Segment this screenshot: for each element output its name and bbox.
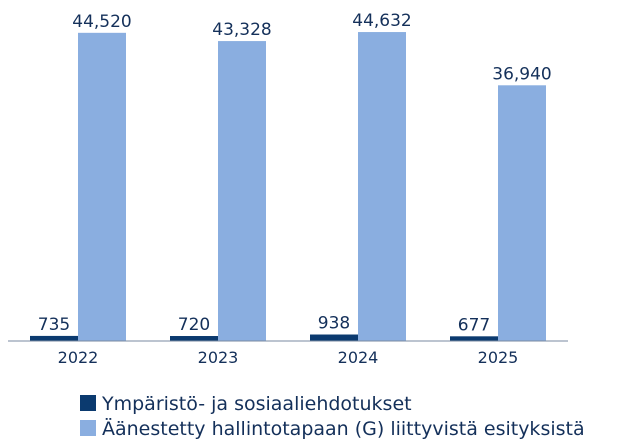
value-label: 43,328 — [212, 20, 271, 40]
x-tick-label: 2025 — [478, 348, 519, 367]
x-tick-label: 2023 — [198, 348, 239, 367]
legend-label: Ympäristö- ja sosiaaliehdotukset — [101, 393, 412, 415]
value-label: 36,940 — [492, 64, 551, 84]
value-label: 677 — [458, 315, 490, 335]
legend-label: Äänestetty hallintotapaan (G) liittyvist… — [102, 417, 585, 440]
bar — [450, 336, 498, 341]
bar — [218, 41, 266, 342]
bar — [310, 334, 358, 341]
bar — [170, 336, 218, 341]
value-label: 938 — [318, 314, 350, 334]
x-tick-label: 2022 — [58, 348, 99, 367]
bar — [78, 32, 126, 342]
x-tick-label: 2024 — [338, 348, 379, 367]
bar — [498, 85, 546, 341]
bar — [358, 32, 406, 342]
value-label: 44,632 — [352, 11, 411, 31]
legend-swatch — [80, 420, 96, 436]
value-label: 44,520 — [72, 12, 131, 32]
value-label: 735 — [38, 315, 70, 335]
value-label: 720 — [178, 315, 210, 335]
legend-swatch — [80, 395, 96, 411]
bar — [30, 335, 78, 341]
